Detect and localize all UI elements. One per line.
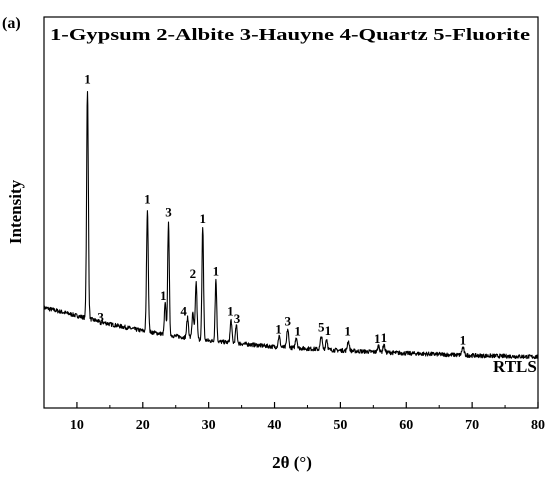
peak-label: 1 [374, 331, 381, 346]
x-axis-ticks: 10 20 30 40 50 60 70 80 [43, 402, 545, 433]
peak-label: 1 [325, 323, 332, 338]
peak-label: 1 [460, 332, 467, 347]
x-tick-label: 40 [268, 418, 282, 433]
peak-label: 1 [199, 211, 206, 226]
peak-label: 1 [294, 324, 301, 339]
peak-label: 3 [97, 309, 104, 324]
peak-label: 3 [234, 311, 241, 326]
peak-label: 1 [144, 191, 151, 206]
x-tick-label: 30 [202, 418, 216, 433]
peak-label: 4 [180, 304, 187, 319]
panel-label: (a) [2, 15, 21, 32]
peak-label: 1 [84, 72, 91, 87]
series-label: RTLS [493, 357, 537, 376]
x-tick-label: 60 [399, 418, 413, 433]
y-axis-label: Intensity [6, 179, 25, 244]
series-line-rtls [43, 91, 539, 360]
peak-label: 1 [227, 304, 234, 319]
x-tick-label: 70 [465, 418, 479, 433]
x-tick-label: 50 [333, 418, 347, 433]
peak-label: 1 [344, 324, 351, 339]
peak-label: 3 [284, 314, 291, 329]
peak-label: 1 [381, 330, 388, 345]
x-tick-label: 20 [136, 418, 150, 433]
plot-frame [43, 16, 539, 409]
peak-label: 1 [275, 322, 282, 337]
peak-label: 5 [318, 319, 325, 334]
peak-label: 1 [213, 263, 220, 278]
x-axis-label: 2θ (°) [272, 453, 312, 472]
peak-label: 1 [160, 288, 167, 303]
x-tick-label: 80 [531, 418, 545, 433]
chart-title: 1-Gypsum 2-Albite 3-Hauyne 4-Quartz 5-Fl… [50, 25, 531, 44]
x-tick-label: 10 [70, 418, 84, 433]
peak-label: 2 [190, 266, 197, 281]
peak-label: 3 [165, 205, 172, 220]
